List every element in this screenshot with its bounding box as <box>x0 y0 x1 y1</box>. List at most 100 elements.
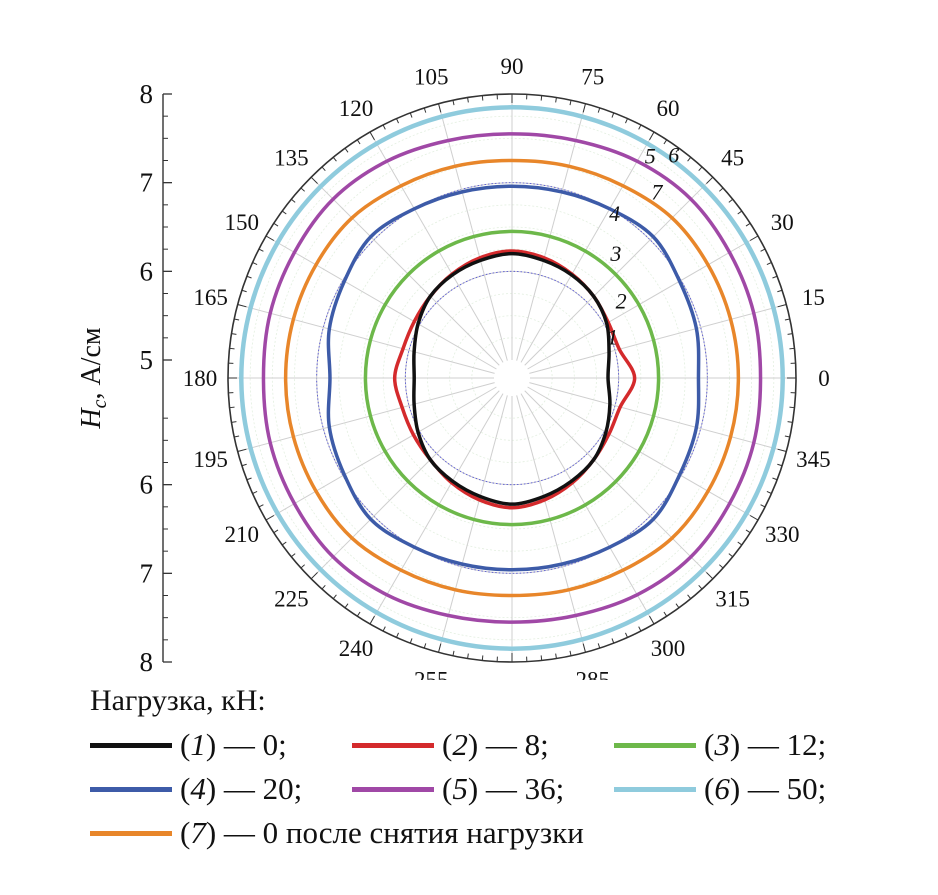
rim-tick <box>772 477 778 481</box>
rim-tick <box>229 406 235 409</box>
angle-label-45: 45 <box>721 145 744 170</box>
rim-tick <box>737 541 743 546</box>
grid-spoke <box>265 386 497 521</box>
rim-tick <box>231 333 237 335</box>
rim-tick <box>777 448 787 452</box>
rim-tick <box>246 275 252 279</box>
rim-tick <box>369 131 375 141</box>
curve-label-1: 1 <box>607 324 618 349</box>
grid-spoke <box>516 395 586 653</box>
rim-tick <box>321 585 326 590</box>
angle-label-330: 330 <box>765 522 800 547</box>
rim-tick <box>625 118 628 124</box>
legend-num: 5 <box>452 771 468 806</box>
rim-tick <box>597 643 601 649</box>
rim-tick <box>638 626 642 632</box>
rim-tick <box>555 97 557 103</box>
axis-tick-label-6: 6 <box>140 256 154 286</box>
axis-title: Hc, А/см <box>76 327 111 430</box>
rim-tick <box>687 156 692 162</box>
rim-tick <box>582 103 586 113</box>
angle-label-225: 225 <box>274 587 309 612</box>
grid-spoke <box>369 393 504 625</box>
rim-tick <box>777 463 783 467</box>
rim-tick <box>569 650 572 656</box>
legend-item-4: (4) — 20; <box>90 771 352 807</box>
angle-label-270: 270 <box>495 678 530 680</box>
angle-label-90: 90 <box>501 54 524 79</box>
rim-tick <box>234 318 240 321</box>
axis-tick-label-8: 8 <box>140 647 154 677</box>
grid-spoke <box>524 176 714 366</box>
rim-tick <box>582 643 586 653</box>
legend-swatch <box>90 830 172 836</box>
rim-tick <box>369 615 375 625</box>
legend-text: ) — 0; <box>205 727 287 762</box>
rim-tick <box>789 347 795 350</box>
rim-tick <box>687 594 692 600</box>
rim-tick <box>344 147 349 153</box>
series-layer <box>239 105 785 651</box>
rim-tick <box>728 553 734 558</box>
rim-tick <box>569 100 572 106</box>
axis-tick-label-7: 7 <box>140 168 154 198</box>
legend-swatch <box>352 786 434 792</box>
rim-tick <box>749 515 759 521</box>
polar-chart: 0153045607590105120135150165180195210225… <box>76 54 831 680</box>
grid-spoke <box>438 395 508 653</box>
rim-tick <box>396 118 399 124</box>
rim-tick <box>737 210 743 215</box>
legend-text: ) — 20; <box>205 771 303 806</box>
rim-tick <box>698 166 703 171</box>
legend-swatch <box>352 742 434 748</box>
angle-label-105: 105 <box>414 65 449 90</box>
rim-tick <box>728 198 734 203</box>
series-6 <box>239 105 785 651</box>
rim-tick <box>310 176 318 184</box>
rim-tick <box>452 650 455 656</box>
angle-label-315: 315 <box>715 587 750 612</box>
axis-title-main: H <box>76 407 107 430</box>
grid-spoke <box>237 304 495 374</box>
grid-spoke <box>529 382 787 452</box>
rim-tick <box>467 97 469 103</box>
rim-tick <box>777 304 787 308</box>
rim-tick <box>749 235 759 241</box>
rim-tick <box>273 529 279 534</box>
grid-spoke <box>310 176 500 366</box>
legend-text: ) — 36; <box>467 771 565 806</box>
rim-tick <box>719 564 724 569</box>
angle-label-255: 255 <box>414 667 449 680</box>
rim-tick <box>438 643 442 653</box>
grid-spoke <box>237 382 495 452</box>
rim-tick <box>246 477 252 481</box>
legend-row-3: (7) — 0 после снятия нагрузки <box>90 811 910 855</box>
series-1 <box>412 251 612 506</box>
angle-label-150: 150 <box>225 210 260 235</box>
grid-spoke <box>527 386 759 521</box>
grid-spoke <box>524 390 714 580</box>
grid-spoke <box>516 103 586 361</box>
legend-item-2: (2) — 8; <box>352 727 614 763</box>
rim-tick <box>409 112 413 118</box>
rim-tick <box>638 124 642 130</box>
angle-labels: 0153045607590105120135150165180195210225… <box>183 54 831 680</box>
axis-tick-label-7: 7 <box>140 558 154 588</box>
grid-spoke <box>265 235 497 370</box>
rim-tick <box>540 95 543 101</box>
rim-tick <box>481 655 484 661</box>
legend-item-5: (5) — 36; <box>352 771 614 807</box>
rim-tick <box>332 156 337 162</box>
rim-tick <box>745 222 751 227</box>
curve-labels: 1 2 3 4 5 67 <box>607 142 679 349</box>
curve-label-7: 7 <box>651 180 663 205</box>
rim-tick <box>241 289 247 293</box>
legend-num: 4 <box>190 771 206 806</box>
rim-tick <box>772 275 778 279</box>
curve-label-4: 4 <box>609 201 620 226</box>
legend: Нагрузка, кН: (1) — 0; (2) — 8; (3) — 12… <box>90 683 910 855</box>
rim-tick <box>356 139 361 145</box>
rim-tick <box>237 448 247 452</box>
legend-num: 1 <box>190 727 206 762</box>
axis-title-sub: c <box>89 399 111 408</box>
